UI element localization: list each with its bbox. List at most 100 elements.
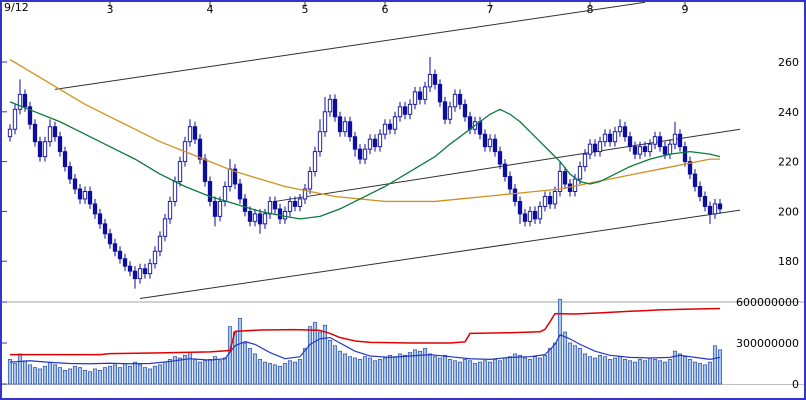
candle-down [102,223,108,235]
candle-down [212,200,218,217]
volume-bar [467,360,473,385]
candle-up [267,200,273,215]
candle-up [672,133,678,145]
candle-up [552,191,558,205]
candle-up [617,126,623,133]
volume-bar [102,367,108,385]
volume-bar [37,368,43,385]
volume-bar [87,371,93,385]
candle-down [192,126,198,140]
candle-up [487,138,493,148]
volume-bar [277,365,283,385]
candle-up [187,126,193,143]
volume-bars [7,298,723,385]
candle-up [307,171,313,190]
volume-bar [702,364,708,385]
volume-bar [367,357,373,385]
volume-bar [522,357,528,385]
candle-up [17,93,23,110]
volume-bar [542,354,548,385]
volume-bar [502,357,508,385]
volume-bar [632,361,638,385]
candle-down [247,210,253,222]
candle-up [652,136,658,145]
volume-bar [527,359,533,385]
volume-bar [432,356,438,385]
volume-bar [537,357,543,385]
candle-up [167,200,173,220]
candle-up [177,161,183,182]
volume-bar [77,367,83,385]
volume-bar [217,360,223,385]
volume-bar [517,354,523,385]
candle-down [607,133,613,143]
volume-bar [182,354,188,385]
volume-bar [587,356,593,385]
volume-bar [317,331,323,385]
candle-up [42,141,48,158]
candle-down [457,93,463,105]
volume-bar [7,359,13,385]
candle-up [422,86,428,100]
candle-down [562,171,568,185]
volume-bar [17,353,23,385]
volume-bar [602,356,608,385]
volume-bar [397,353,403,385]
volume-bar [707,361,713,385]
candle-up [322,111,328,133]
volume-bar [577,348,583,385]
volume-bar [562,331,568,385]
volume-bar [507,356,513,385]
trendline-group [54,2,741,300]
candle-up [312,151,318,173]
candle-down [122,258,128,267]
candle-up [527,210,533,222]
volume-bar [322,324,328,385]
volume-bar [222,357,228,385]
volume-bar [682,356,688,385]
volume-bar [607,359,613,385]
volume-bar [27,364,33,385]
candle-up [407,103,413,115]
volume-bar [687,359,693,385]
volume-bar [332,345,338,385]
candle-down [237,183,243,200]
price-tick-label: 260 [778,56,799,69]
candle-up [397,106,403,118]
volume-bar [187,352,193,385]
candle-up [342,121,348,133]
ma-green-line [9,101,721,220]
volume-bar [57,367,63,385]
moving-averages [9,58,721,220]
candle-down [692,173,698,187]
volume-bar [392,356,398,385]
candle-down [592,143,598,153]
candle-down [642,146,648,153]
candle-up [637,146,643,155]
candle-down [207,181,213,202]
volume-bar [617,356,623,385]
candle-down [257,213,263,225]
volume-bar [357,359,363,385]
candle-down [92,203,98,215]
volume-bar [492,359,498,385]
volume-bar [257,359,263,385]
candle-up [297,198,303,207]
candle-down [372,138,378,148]
volume-bar [252,353,258,385]
volume-bar [497,360,503,385]
trendline-0 [54,2,646,90]
ma-orange-line [9,58,720,203]
month-label: 8 [587,3,594,16]
candle-down [32,123,38,143]
volume-bar [327,339,333,385]
candle-up [382,123,388,135]
volume-bar [342,353,348,385]
candle-up [712,203,718,215]
volume-bar [42,365,48,385]
candle-down [687,161,693,175]
month-label: 9 [682,3,689,16]
volume-bar [697,363,703,385]
volume-bar [637,359,643,385]
